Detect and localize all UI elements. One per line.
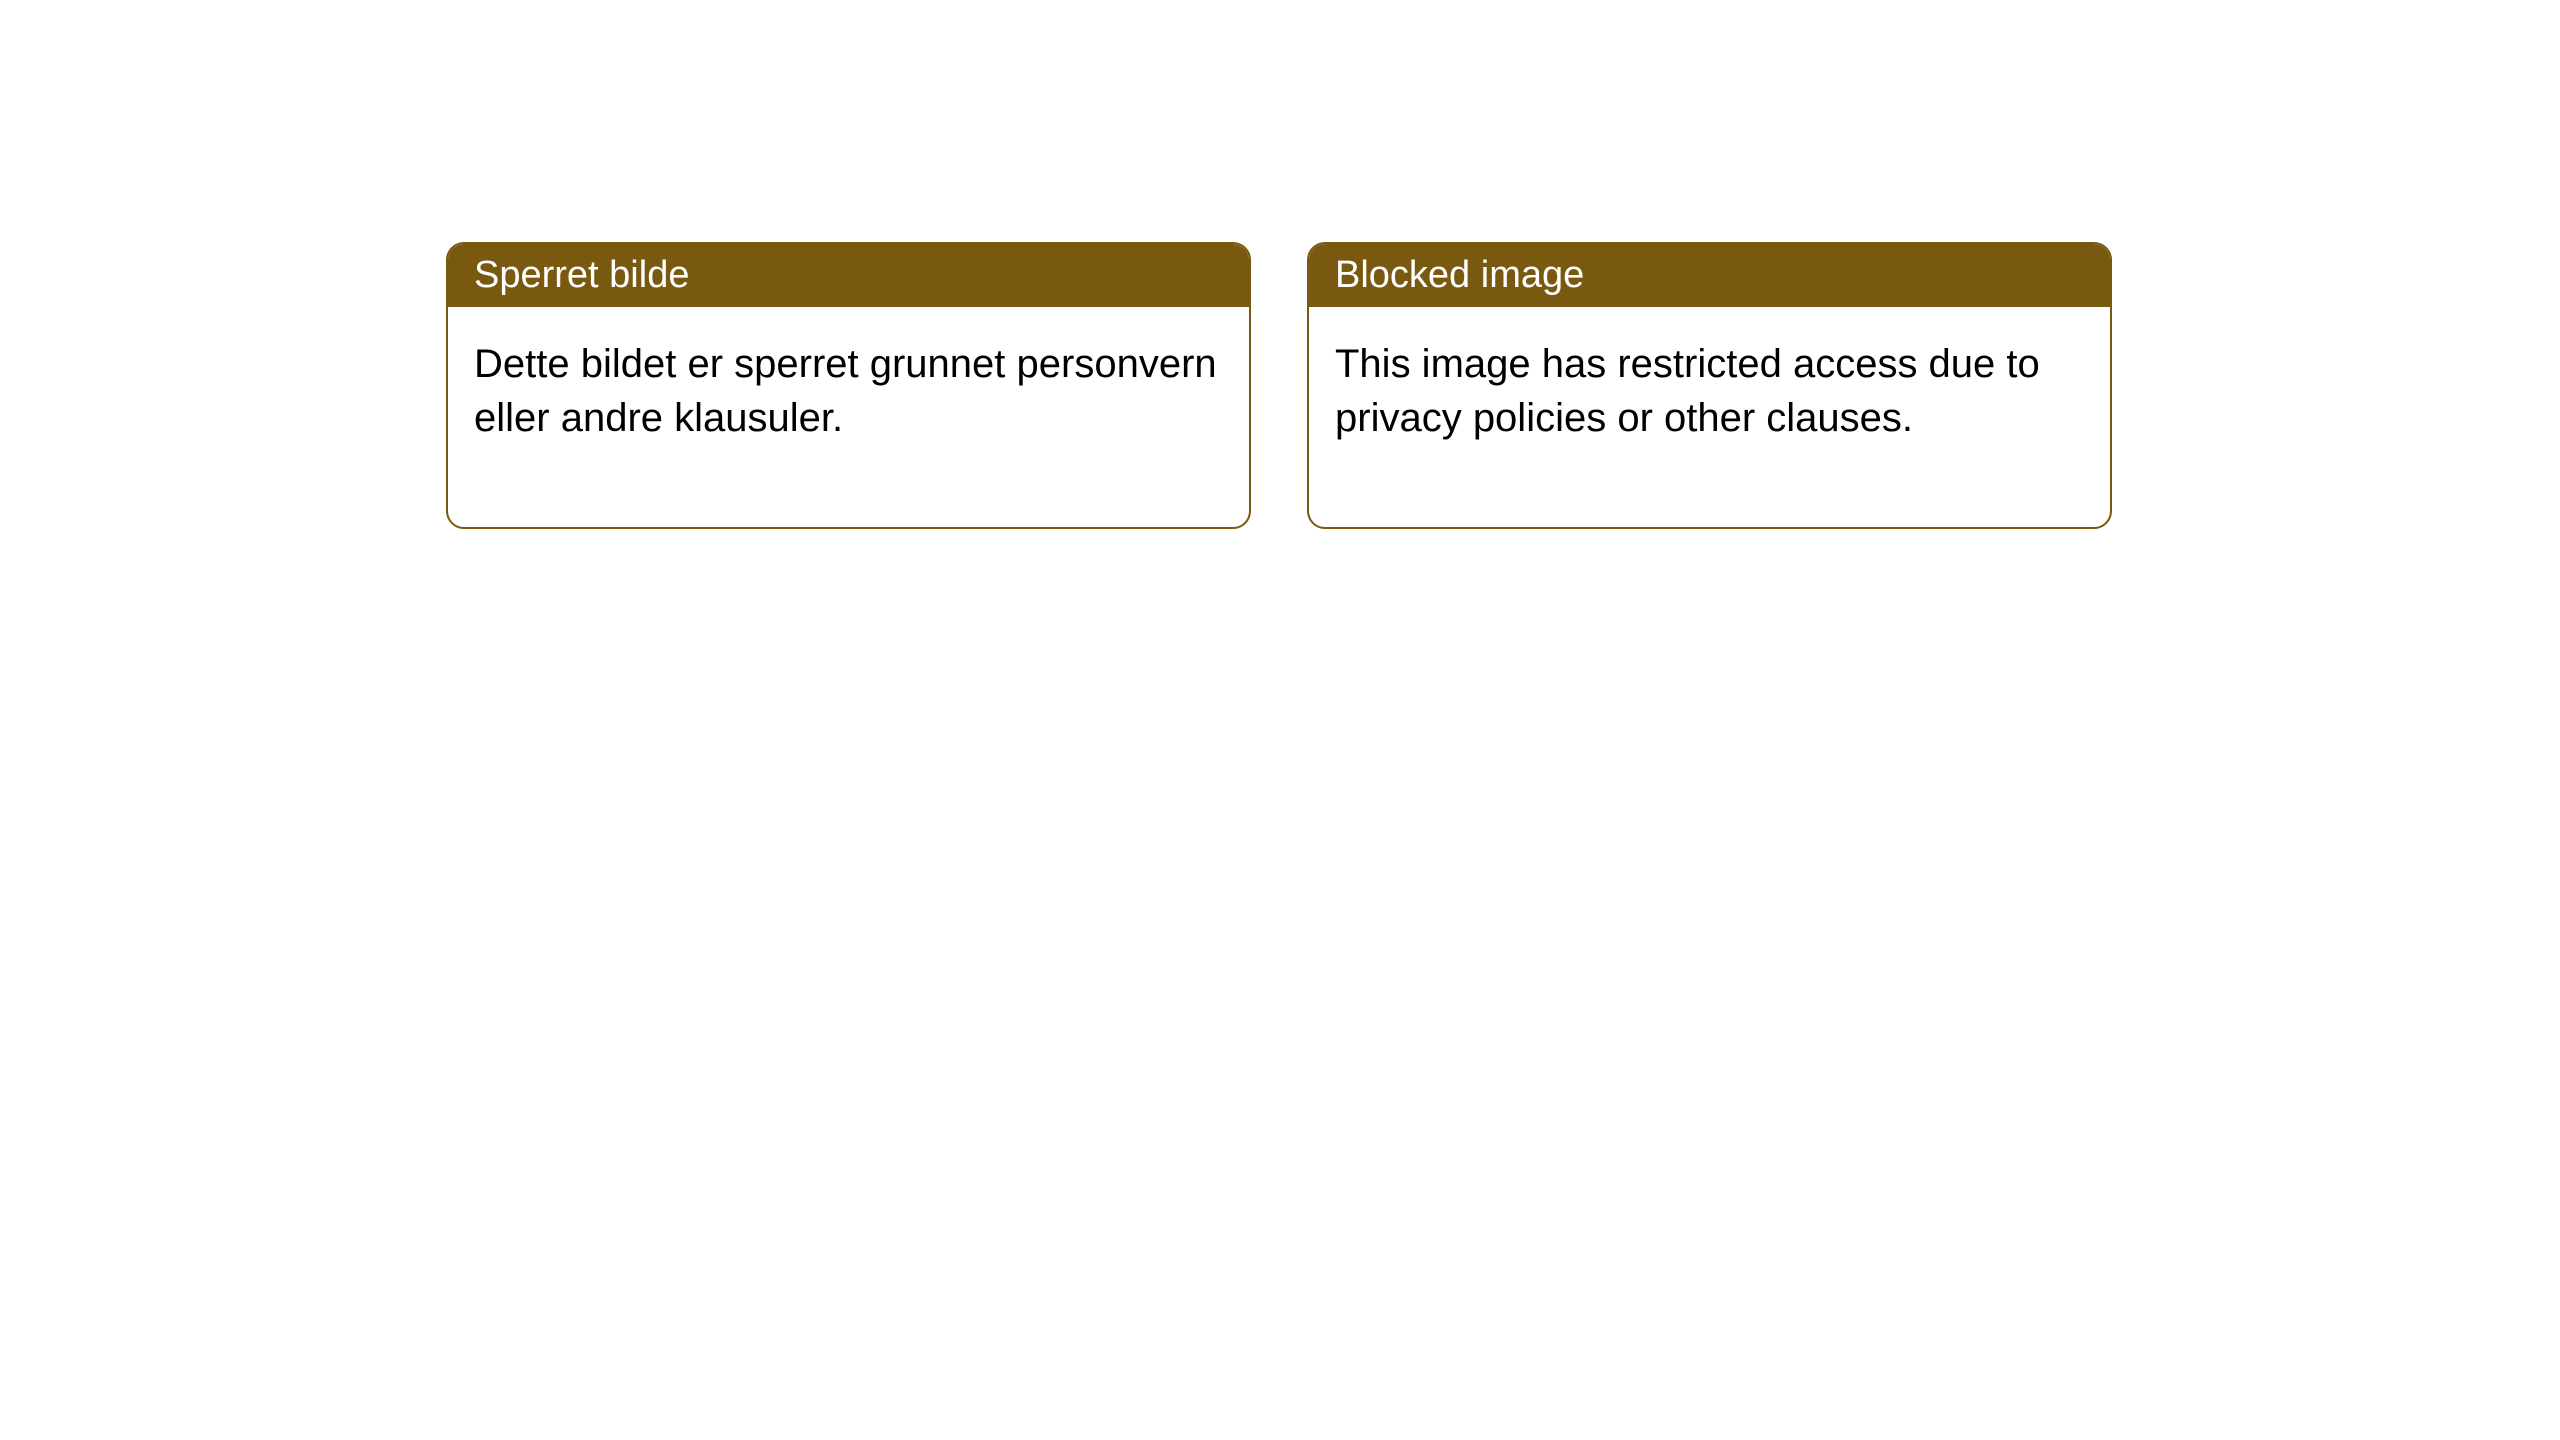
- notice-card-no: Sperret bilde Dette bildet er sperret gr…: [446, 242, 1251, 529]
- notice-header-en: Blocked image: [1309, 244, 2110, 307]
- notice-header-no: Sperret bilde: [448, 244, 1249, 307]
- notice-text: This image has restricted access due to …: [1335, 342, 2040, 440]
- notice-cards-container: Sperret bilde Dette bildet er sperret gr…: [446, 242, 2112, 529]
- notice-title: Blocked image: [1335, 254, 1584, 296]
- notice-text: Dette bildet er sperret grunnet personve…: [474, 342, 1217, 440]
- notice-body-en: This image has restricted access due to …: [1309, 307, 2110, 527]
- notice-card-en: Blocked image This image has restricted …: [1307, 242, 2112, 529]
- notice-title: Sperret bilde: [474, 254, 689, 296]
- notice-body-no: Dette bildet er sperret grunnet personve…: [448, 307, 1249, 527]
